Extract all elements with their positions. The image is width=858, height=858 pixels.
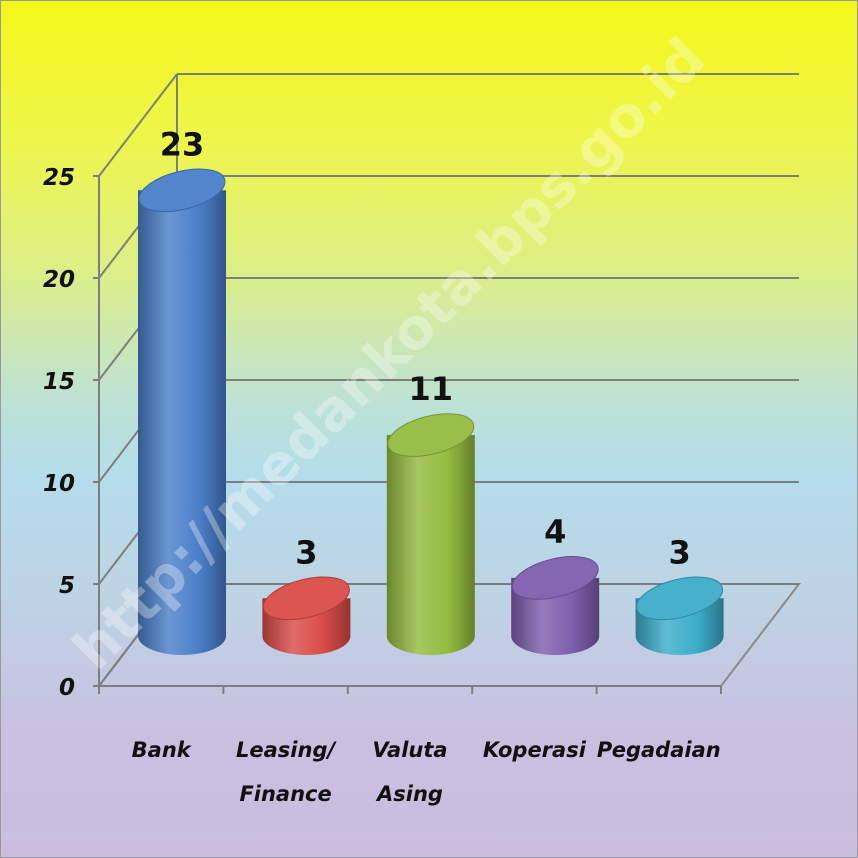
gridline-side xyxy=(98,73,178,177)
data-label: 23 xyxy=(160,125,205,163)
bar-top xyxy=(511,556,599,600)
data-label: 11 xyxy=(409,370,454,408)
y-tick-label: 0 xyxy=(59,675,75,701)
labels: 23 Bank 3 Leasing/Finance 11 Valuta Asing 4 Kope… xyxy=(132,125,721,806)
bar xyxy=(511,556,600,655)
bar xyxy=(262,576,351,655)
bar-top xyxy=(262,576,350,621)
category-label: Finance xyxy=(239,782,331,806)
category-label: Pegadaian xyxy=(597,738,721,762)
category-label: Bank xyxy=(132,738,193,762)
data-label: 3 xyxy=(668,533,690,571)
bar-top xyxy=(138,168,226,213)
data-label: 3 xyxy=(295,533,317,571)
bar-body xyxy=(138,190,226,655)
y-tick-label: 10 xyxy=(43,471,75,497)
y-tick-label: 5 xyxy=(59,573,75,599)
category-label: Koperasi xyxy=(483,738,587,762)
axes: 0 5 10 15 20 25 xyxy=(43,165,722,701)
bar xyxy=(386,413,475,655)
y-tick-label: 25 xyxy=(43,165,75,191)
bar xyxy=(635,576,724,655)
data-label: 4 xyxy=(544,513,566,551)
category-label: Leasing/ xyxy=(236,738,337,762)
bar-body xyxy=(386,435,475,655)
category-label: Asing xyxy=(375,782,443,806)
bar-top xyxy=(636,576,724,621)
bar xyxy=(138,168,226,655)
bars xyxy=(138,168,724,655)
bar-top xyxy=(387,413,475,457)
y-tick-label: 20 xyxy=(43,267,75,293)
category-label: Valuta xyxy=(372,738,447,762)
y-tick-label: 15 xyxy=(43,369,75,395)
